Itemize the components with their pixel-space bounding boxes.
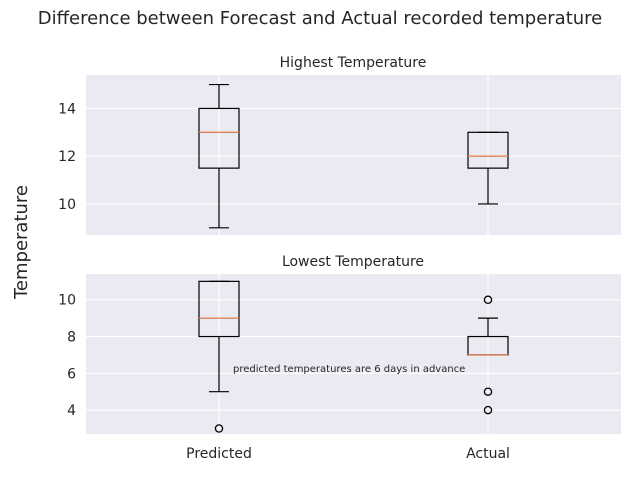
panel-title: Lowest Temperature (282, 254, 424, 270)
boxes (198, 83, 509, 229)
outlier-actual (483, 295, 493, 304)
y-tick-label: 10 (58, 293, 76, 309)
boxes (198, 280, 509, 433)
panel-background (86, 75, 621, 235)
box-actual (467, 131, 509, 169)
y-ticks: 10 12 14 (58, 101, 76, 213)
y-tick-label: 8 (67, 330, 76, 346)
panel-background (86, 274, 621, 434)
panel-highest: 10 12 14 Highest Temperature (58, 55, 621, 235)
y-tick-label: 10 (58, 197, 76, 213)
y-tick-label: 12 (58, 149, 76, 165)
x-tick-label-actual: Actual (466, 446, 510, 462)
panel-title: Highest Temperature (280, 55, 427, 71)
annotation: predicted temperatures are 6 days in adv… (233, 364, 465, 375)
outlier-actual (483, 387, 493, 396)
figure-title: Difference between Forecast and Actual r… (38, 8, 603, 29)
box-predicted (198, 107, 240, 169)
y-ticks: 4 6 8 10 (58, 293, 76, 419)
panel-lowest: 4 6 8 10 Lowest Temperature predicted tempe… (58, 254, 621, 434)
grid (86, 274, 621, 434)
box-predicted (198, 280, 240, 338)
x-ticks: Predicted Actual (186, 446, 510, 462)
outlier-actual (483, 405, 493, 415)
outlier-predicted (214, 424, 224, 433)
y-tick-label: 6 (67, 366, 76, 382)
y-tick-label: 4 (67, 403, 76, 419)
x-tick-label-predicted: Predicted (186, 446, 252, 462)
y-axis-label: Temperature (11, 185, 32, 300)
y-tick-label: 14 (58, 101, 76, 117)
